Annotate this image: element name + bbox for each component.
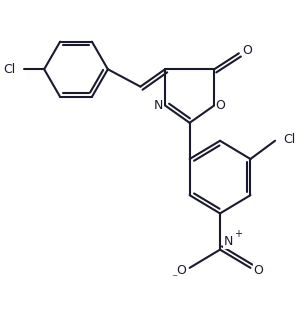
Text: +: + [234,229,242,239]
Text: ⁻: ⁻ [171,272,178,285]
Text: N: N [223,235,233,248]
Text: Cl: Cl [4,63,16,76]
Text: O: O [177,264,186,277]
Text: Cl: Cl [284,133,296,146]
Text: N: N [154,99,164,112]
Text: O: O [216,99,226,112]
Text: O: O [243,44,253,57]
Text: O: O [254,264,264,277]
